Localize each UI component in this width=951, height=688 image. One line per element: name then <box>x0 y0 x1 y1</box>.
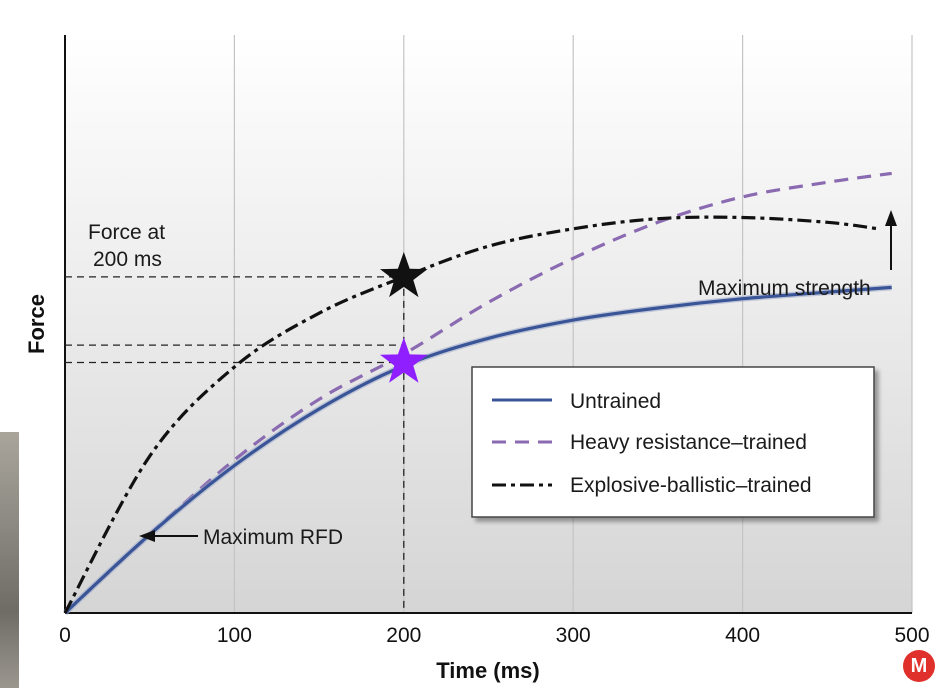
legend: Untrained Heavy resistance–trained Explo… <box>471 366 875 518</box>
x-tick-label: 0 <box>59 624 71 647</box>
force-at-200-label-line2: 200 ms <box>93 248 162 271</box>
plot-area <box>65 35 912 613</box>
series-layer <box>62 171 892 616</box>
x-tick-label: 200 <box>386 624 421 647</box>
brand-logo: M <box>903 650 935 682</box>
force-at-200-label-line1: Force at <box>88 221 165 244</box>
max-strength-arrow <box>885 210 897 270</box>
legend-label-untrained: Untrained <box>570 390 661 413</box>
explosive-ballistic-line <box>63 215 879 614</box>
explosive-force-at-200ms-star <box>380 251 428 298</box>
x-tick-label: 400 <box>725 624 760 647</box>
x-tick-labels: 0 100 200 300 400 500 <box>59 624 929 647</box>
max-rfd-label: Maximum RFD <box>203 526 343 549</box>
heavy-resistance-line <box>63 171 892 615</box>
x-tick-label: 300 <box>556 624 591 647</box>
legend-label-heavy-resistance: Heavy resistance–trained <box>570 431 807 454</box>
untrained-line <box>63 285 892 615</box>
video-overlay-strip <box>0 432 19 688</box>
legend-label-explosive-ballistic: Explosive-ballistic–trained <box>570 474 812 497</box>
y-axis-title: Force <box>24 294 49 354</box>
marker-layer <box>380 251 428 383</box>
x-axis-title: Time (ms) <box>436 658 540 683</box>
x-tick-label: 500 <box>894 624 929 647</box>
max-strength-label: Maximum strength <box>698 277 871 300</box>
untrained-force-at-200ms-star <box>380 337 428 383</box>
max-rfd-arrow <box>139 530 198 542</box>
reference-lines <box>65 276 405 613</box>
x-tick-label: 100 <box>217 624 252 647</box>
